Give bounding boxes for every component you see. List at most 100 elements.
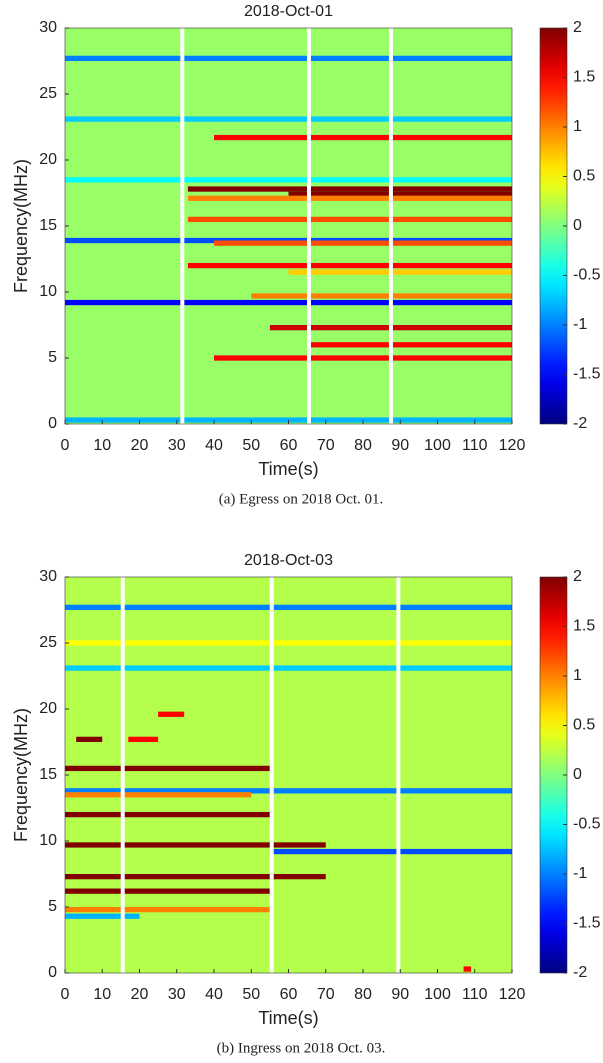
y-tick-label: 25: [39, 85, 57, 102]
x-tick-label: 90: [391, 986, 409, 1003]
heatmap-streak: [214, 240, 512, 246]
x-tick-label: 70: [317, 437, 335, 454]
data-gap: [306, 28, 311, 424]
y-tick-label: 15: [39, 217, 57, 234]
data-gap: [396, 577, 401, 973]
heatmap-streak: [65, 907, 270, 913]
heatmap-streak: [187, 186, 513, 192]
caption: (a) Egress on 2018 Oct. 01.: [219, 491, 384, 507]
y-axis-label: Frequency(MHz): [11, 159, 31, 293]
colorbar-tick-label: 2: [573, 19, 582, 36]
y-tick-label: 10: [39, 283, 57, 300]
heatmap-streak: [251, 293, 512, 299]
heatmap-streak: [65, 604, 512, 610]
heatmap-streak: [187, 195, 513, 201]
heatmap-streak: [65, 913, 140, 919]
heatmap-streak: [65, 177, 512, 183]
x-tick-label: 30: [168, 986, 186, 1003]
colorbar-tick-label: 0: [573, 217, 582, 234]
y-tick-label: 5: [48, 349, 57, 366]
x-tick-label: 40: [205, 437, 223, 454]
colorbar-tick-label: -0.5: [573, 816, 601, 833]
colorbar-tick-label: 0.5: [573, 717, 595, 734]
x-tick-label: 70: [317, 986, 335, 1003]
heatmap-streak: [65, 888, 270, 894]
x-tick-label: 80: [354, 986, 372, 1003]
x-tick-label: 20: [131, 437, 149, 454]
x-axis-label: Time(s): [258, 459, 318, 479]
x-tick-label: 40: [205, 986, 223, 1003]
x-tick-label: 50: [242, 437, 260, 454]
caption: (b) Ingress on 2018 Oct. 03.: [217, 1040, 386, 1056]
x-tick-label: 110: [462, 986, 488, 1003]
heatmap-streak: [65, 765, 270, 772]
colorbar-tick-label: -2: [573, 964, 587, 981]
heatmap-streak: [65, 299, 512, 306]
colorbar-tick-label: 0: [573, 766, 582, 783]
heatmap-streak: [65, 665, 512, 671]
heatmap-streak: [158, 711, 185, 717]
heatmap-streak: [76, 736, 103, 742]
heatmap-streak: [65, 811, 270, 818]
y-tick-label: 20: [39, 700, 57, 717]
y-tick-label: 30: [39, 568, 57, 585]
chart-title: 2018-Oct-03: [244, 552, 333, 569]
x-tick-label: 30: [168, 437, 186, 454]
colorbar-tick-label: 1.5: [573, 69, 595, 86]
x-tick-label: 0: [61, 437, 70, 454]
heatmap-streak: [65, 788, 512, 794]
x-tick-label: 10: [93, 986, 111, 1003]
colorbar-tick-label: -1.5: [573, 366, 601, 383]
data-gap: [180, 28, 185, 424]
x-tick-label: 60: [280, 986, 298, 1003]
colorbar-tick-label: -2: [573, 415, 587, 432]
x-tick-label: 10: [93, 437, 111, 454]
x-tick-label: 80: [354, 437, 372, 454]
x-tick-label: 60: [280, 437, 298, 454]
heatmap-streak: [65, 640, 512, 646]
colorbar-tick-label: 2: [573, 568, 582, 585]
heatmap-streak: [214, 134, 512, 141]
heatmap-streak: [65, 55, 512, 61]
heatmap-streak: [463, 966, 472, 972]
colorbar-tick-label: 1: [573, 118, 582, 135]
colorbar-tick-label: 1.5: [573, 618, 595, 635]
colorbar-tick-label: 0.5: [573, 168, 595, 185]
data-gap: [269, 577, 274, 973]
colorbar-tick-label: -1.5: [573, 915, 601, 932]
chart-title: 2018-Oct-01: [244, 3, 333, 20]
x-tick-label: 100: [424, 437, 451, 454]
x-tick-label: 50: [242, 986, 260, 1003]
x-tick-label: 120: [499, 437, 526, 454]
heatmap-background: [65, 28, 512, 424]
heatmap-streak: [128, 736, 159, 742]
heatmap-streak: [187, 262, 513, 269]
colorbar-tick-label: -1: [573, 316, 587, 333]
x-tick-label: 120: [499, 986, 526, 1003]
heatmap-streak: [288, 191, 512, 197]
x-axis-label: Time(s): [258, 1008, 318, 1028]
y-tick-label: 5: [48, 898, 57, 915]
heatmap-streak: [214, 355, 512, 361]
heatmap-streak: [307, 342, 512, 348]
heatmap-streak: [65, 842, 326, 848]
heatmap-streak: [65, 792, 252, 798]
y-tick-label: 20: [39, 151, 57, 168]
y-tick-label: 15: [39, 766, 57, 783]
heatmap-streak: [65, 116, 512, 122]
colorbar-tick-label: -0.5: [573, 267, 601, 284]
x-tick-label: 20: [131, 986, 149, 1003]
x-tick-label: 90: [391, 437, 409, 454]
heatmap-streak: [187, 216, 513, 223]
x-tick-label: 110: [462, 437, 488, 454]
colorbar: [539, 27, 568, 425]
heatmap-streak: [269, 848, 512, 855]
heatmap-streak: [288, 269, 512, 275]
heatmap-streak: [65, 874, 326, 880]
colorbar-tick-label: -1: [573, 865, 587, 882]
y-tick-label: 0: [48, 964, 57, 981]
y-tick-label: 10: [39, 832, 57, 849]
data-gap: [120, 577, 125, 973]
y-tick-label: 30: [39, 19, 57, 36]
